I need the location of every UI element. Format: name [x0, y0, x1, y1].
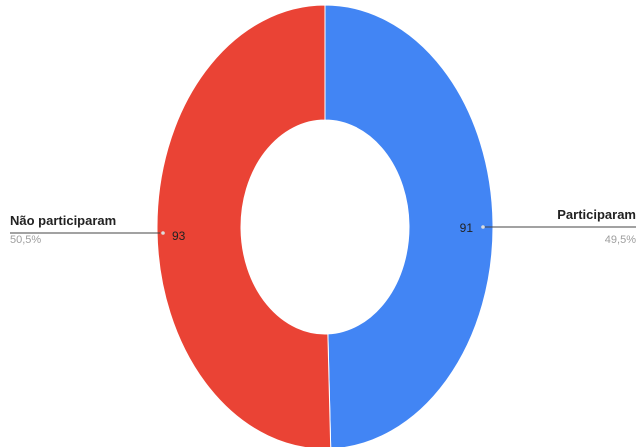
slice-value-nao-participaram: 93 — [172, 229, 186, 243]
slice-participaram[interactable] — [324, 4, 494, 447]
slice-percent-participaram: 49,5% — [605, 234, 636, 246]
slice-label-nao-participaram: Não participaram — [10, 213, 116, 228]
leader-dot-participaram — [481, 225, 485, 229]
slice-percent-nao-participaram: 50,5% — [10, 234, 41, 246]
slice-nao-participaram[interactable] — [156, 4, 332, 447]
leader-dot-nao-participaram — [161, 231, 165, 235]
slice-value-participaram: 91 — [460, 221, 474, 235]
slice-label-participaram: Participaram — [557, 207, 636, 222]
leader-lines-group — [10, 225, 636, 235]
slices-group — [156, 4, 494, 447]
